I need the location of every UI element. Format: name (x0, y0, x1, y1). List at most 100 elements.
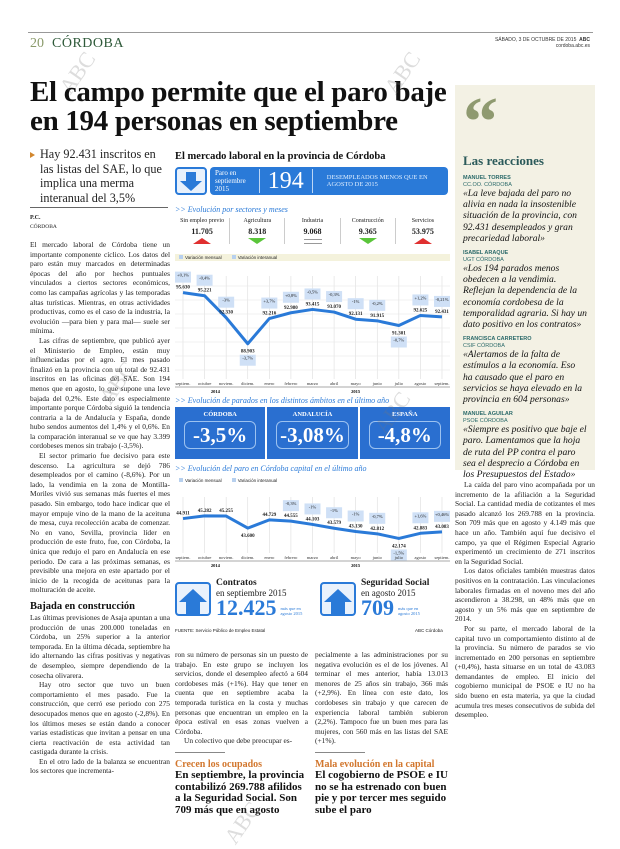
reactions-box: “ Las reacciones MANUEL TORRES CC.OO. CÓR… (455, 85, 595, 480)
trend-up-icon (413, 238, 432, 244)
paro-banner: Paro en septiembre 2015 194 DESEMPLEADOS… (210, 167, 448, 195)
value-label: 43.579 (327, 521, 341, 526)
value-label: 92.431 (435, 310, 449, 315)
pct-badge (326, 507, 343, 519)
month-label: enero (264, 555, 275, 560)
value-label: 92.216 (262, 312, 276, 317)
rule (175, 752, 225, 753)
page-number: 20 (30, 36, 44, 51)
url: cordoba.abc.es (555, 43, 590, 49)
article-column-3: La caída del paro vino acompañada por un… (455, 480, 595, 720)
pct-label: -0,7% (393, 338, 404, 344)
value-label: 91.301 (392, 332, 406, 337)
area-name: ESPAÑA (392, 411, 418, 418)
month-label: octubre (198, 381, 212, 386)
area-name: ANDALUCÍA (292, 411, 333, 418)
pct-badge (390, 549, 407, 561)
source: FUENTE: Servicio Público de Empleo Estat… (175, 628, 266, 633)
month-label: mayo (351, 555, 362, 560)
pct-badge (304, 503, 321, 515)
rule (315, 752, 365, 753)
legend-item: Variación interanual (232, 255, 277, 260)
up-arrow-icon (320, 582, 356, 616)
legend-item: Variación mensual (179, 478, 222, 483)
value-label: 93.070 (327, 305, 341, 310)
month-label: noviem. (219, 381, 234, 386)
sector-4: Servicios 53.975 (396, 218, 450, 244)
contratos-subtitle: en septiembre 2015 (216, 588, 287, 598)
contratos-note: más que en agosto 2015 (280, 606, 303, 617)
chart-capital: 44.911 septiem. 45.282 octubre 45.255 noviem.… (175, 497, 450, 568)
paragraph: Los datos oficiales también muestras dat… (455, 566, 595, 624)
credit: ABC Córdoba (415, 628, 443, 633)
pct-label: -1% (309, 504, 317, 509)
sectors-row: Sin empleo previo 11.705 Agricultura 8.318 I… (175, 218, 450, 244)
pct-badge (412, 294, 429, 306)
pct-badge (347, 510, 364, 522)
value-label: 95.630 (176, 286, 190, 291)
seguridad-subtitle: en agosto 2015 (361, 588, 416, 598)
legend: Variación mensual Variación interanual (175, 477, 450, 484)
value-label: 95.221 (198, 289, 212, 294)
value-label: 43.083 (435, 525, 449, 530)
seguridad-note: más que en agosto 2015 (398, 606, 420, 617)
infographic-title: El mercado laboral en la provincia de Có… (175, 151, 386, 162)
pct-label: -1% (330, 508, 338, 513)
paragraph: Las cifras de septiembre, que publicó ay… (30, 335, 170, 451)
paragraph: El mercado laboral de Córdoba tiene un i… (30, 240, 170, 336)
month-label: diciem. (241, 555, 254, 560)
seguridad-box: Seguridad Social en agosto 2015 709 más qu… (320, 578, 429, 620)
value-label: 42.883 (414, 526, 428, 531)
value-label: 43.600 (241, 534, 255, 539)
trend-down-icon (358, 238, 377, 244)
reaction-org: CC.OO. CÓRDOBA (463, 182, 512, 188)
paragraph: pecialmente a las administraciones por s… (315, 650, 448, 746)
sidebar-ocupados: Crecen los ocupados En septiembre, la pr… (175, 752, 310, 816)
pct-label: +0,46% (435, 512, 449, 518)
pct-label: -1% (352, 299, 360, 304)
up-arrow-icon (175, 582, 211, 616)
paragraph: Un colectivo que debe preocupar es- (184, 736, 293, 746)
trend-equal-icon (303, 239, 322, 244)
reaction: FRANCISCA CARRETERO CSIF CÓRDOBA «Alertamo… (463, 336, 587, 405)
value-label: 44.103 (306, 517, 320, 522)
month-label: febrero (284, 381, 298, 386)
sector-1: Agricultura 8.318 (230, 218, 286, 244)
chart-provincia: 95.630 +0,1% septiem. 95.221 -0,4% octubre 92.… (175, 271, 450, 394)
reaction-quote: «La leve bajada del paro no alivia en na… (463, 188, 577, 244)
pct-badge (218, 296, 235, 308)
legend-item: Variación mensual (179, 255, 222, 260)
month-label: septiem. (175, 381, 190, 386)
sector-0: Sin empleo previo 11.705 (175, 218, 231, 244)
headline: El campo permite que el paro baje en 194… (30, 76, 447, 137)
pct-label: -0,2% (372, 301, 383, 307)
pct-label: -1,5% (393, 550, 404, 556)
pct-label: -0,7% (372, 514, 383, 520)
sector-name: Servicios (411, 218, 435, 224)
pct-label: -0,4% (199, 276, 210, 282)
down-arrow-icon (175, 167, 207, 195)
pct-label: -0,3% (285, 501, 296, 507)
year-label: 2015 (351, 389, 361, 394)
reaction-org: CSIF CÓRDOBA (463, 343, 505, 350)
sector-value: 9.068 (303, 227, 322, 236)
pct-label: -3,7% (242, 356, 253, 362)
contratos-title: Contratos (216, 578, 257, 588)
sector-value: 8.318 (248, 227, 267, 236)
section-name: CÓRDOBA (52, 36, 124, 51)
reaction-name: FRANCISCA CARRETERO (463, 336, 532, 343)
pct-badge (369, 512, 386, 524)
area-value: -3,08% (276, 421, 349, 449)
year-label: 2014 (211, 389, 221, 394)
value-label: 88.903 (241, 350, 255, 355)
paragraph: Hay otro sector que tuvo un buen comport… (30, 680, 170, 757)
reaction-org: UGT CÓRDOBA (463, 257, 504, 264)
contratos-box: Contratos en septiembre 2015 12.425 más qu… (175, 578, 309, 620)
contratos-value: 12.425 (216, 595, 277, 620)
value-label: 92.131 (349, 312, 363, 317)
top-rule (28, 32, 593, 33)
deck: Hay 92.431 inscritos en las listas del S… (30, 147, 170, 205)
month-label: enero (264, 381, 275, 386)
legend-item: Variación interanual (232, 478, 277, 483)
reaction: MANUEL TORRES CC.OO. CÓRDOBA «La leve baja… (463, 175, 587, 244)
